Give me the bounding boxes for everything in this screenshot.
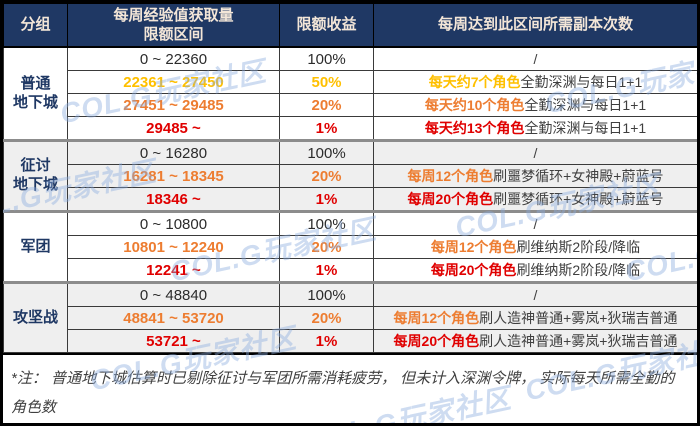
- range-cell: 10801 ~ 12240: [67, 235, 280, 259]
- character-count-highlight: 每周20个角色: [430, 262, 517, 278]
- character-count-highlight: 每周12个角色: [393, 310, 480, 326]
- requirement-text: /: [533, 287, 538, 303]
- range-cell: 22361 ~ 27450: [67, 70, 280, 94]
- table-row: 22361 ~ 27450 50% 每天约7个角色全勤深渊与每日1+1: [4, 70, 697, 94]
- requirement-cell: 每天约7个角色全勤深渊与每日1+1: [373, 70, 697, 94]
- rate-cell: 20%: [279, 164, 374, 188]
- range-cell: 29485 ~: [67, 116, 280, 141]
- header-times: 每周达到此区间所需副本次数: [373, 3, 697, 48]
- table-row: 10801 ~ 12240 20% 每周12个角色刷维纳斯2阶段/降临: [4, 235, 697, 259]
- requirement-cell: /: [373, 281, 697, 307]
- rate-cell: 1%: [279, 258, 374, 283]
- rate-cell: 20%: [279, 306, 374, 330]
- table-row: 攻坚战 0 ~ 48840 100% /: [3, 281, 697, 353]
- rate-cell: 50%: [279, 70, 374, 94]
- table-row: 27451 ~ 29485 20% 每天约10个角色全勤深渊与每日1+1: [4, 93, 697, 117]
- table-row: 18346 ~ 1% 每周20个角色刷噩梦循环+女神殿+蔚蓝号: [4, 187, 697, 212]
- range-cell: 0 ~ 22360: [67, 46, 280, 71]
- requirement-cell: 每周20个角色刷人造神普通+雾岚+狄瑞吉普通: [373, 329, 697, 353]
- character-count-highlight: 每周20个角色: [393, 333, 480, 349]
- requirement-text: 全勤深渊与每日1+1: [520, 74, 643, 90]
- range-cell: 48841 ~ 53720: [67, 306, 280, 330]
- range-cell: 53721 ~: [67, 329, 280, 353]
- requirement-cell: /: [373, 210, 697, 236]
- group-label-conquest-dungeon: 征讨 地下城: [3, 139, 68, 212]
- weekly-exp-limit-table: 分组 每周经验值获取量 限额区间 限额收益 每周达到此区间所需副本次数 普通 地…: [3, 3, 697, 353]
- character-count-highlight: 每周12个角色: [430, 239, 517, 255]
- range-cell: 0 ~ 10800: [67, 210, 280, 236]
- header-rate: 限额收益: [279, 3, 374, 48]
- rate-cell: 100%: [279, 46, 374, 71]
- group-label-legion: 军团: [3, 210, 68, 283]
- table-row: 征讨 地下城 0 ~ 16280 100% /: [3, 139, 697, 212]
- range-cell: 16281 ~ 18345: [67, 164, 280, 188]
- requirement-text: 刷维纳斯2阶段/降临: [516, 239, 641, 255]
- footnote-line1: *注： 普通地下城估算时已剔除征讨与军团所需消耗疲劳， 但未计入深渊令牌， 实际…: [11, 370, 675, 417]
- requirement-text: 全勤深渊与每日1+1: [524, 97, 647, 113]
- range-cell: 0 ~ 16280: [67, 139, 280, 165]
- table-row: 军团 0 ~ 10800 100% /: [3, 210, 697, 283]
- table-row: 48841 ~ 53720 20% 每周12个角色刷人造神普通+雾岚+狄瑞吉普通: [4, 306, 697, 330]
- rate-cell: 100%: [279, 139, 374, 165]
- rate-cell: 1%: [279, 187, 374, 212]
- table-row: 普通 地下城 0 ~ 22360 100% /: [3, 46, 697, 141]
- requirement-cell: 每周12个角色刷噩梦循环+女神殿+蔚蓝号: [373, 164, 697, 188]
- requirement-cell: 每周20个角色刷维纳斯2阶段/降临: [373, 258, 697, 283]
- character-count-highlight: 每周12个角色: [407, 168, 494, 184]
- rate-cell: 100%: [279, 210, 374, 236]
- requirement-cell: 每周12个角色刷维纳斯2阶段/降临: [373, 235, 697, 259]
- requirement-cell: 每周20个角色刷噩梦循环+女神殿+蔚蓝号: [373, 187, 697, 212]
- requirement-text: /: [533, 145, 538, 161]
- group-label-normal-dungeon: 普通 地下城: [3, 46, 68, 141]
- character-count-highlight: 每天约13个角色: [424, 120, 525, 136]
- requirement-text: 刷人造神普通+雾岚+狄瑞吉普通: [479, 310, 678, 326]
- table-row: 16281 ~ 18345 20% 每周12个角色刷噩梦循环+女神殿+蔚蓝号: [4, 164, 697, 188]
- group-label-raid: 攻坚战: [3, 281, 68, 353]
- requirement-text: /: [533, 216, 538, 232]
- range-cell: 27451 ~ 29485: [67, 93, 280, 117]
- requirement-text: 刷人造神普通+雾岚+狄瑞吉普通: [479, 333, 678, 349]
- character-count-highlight: 每周20个角色: [407, 191, 494, 207]
- header-group: 分组: [3, 3, 68, 48]
- requirement-text: 刷噩梦循环+女神殿+蔚蓝号: [493, 168, 664, 184]
- requirement-cell: 每天约10个角色全勤深渊与每日1+1: [373, 93, 697, 117]
- table-row: 53721 ~ 1% 每周20个角色刷人造神普通+雾岚+狄瑞吉普通: [4, 329, 697, 353]
- rate-cell: 20%: [279, 93, 374, 117]
- requirement-text: /: [533, 51, 538, 67]
- requirement-cell: /: [373, 46, 697, 71]
- requirement-text: 刷噩梦循环+女神殿+蔚蓝号: [493, 191, 664, 207]
- table-row: 29485 ~ 1% 每天约13个角色全勤深渊与每日1+1: [4, 116, 697, 141]
- character-count-highlight: 每天约7个角色: [428, 74, 521, 90]
- range-cell: 18346 ~: [67, 187, 280, 212]
- rate-cell: 100%: [279, 281, 374, 307]
- range-cell: 12241 ~: [67, 258, 280, 283]
- header-range: 每周经验值获取量 限额区间: [67, 3, 280, 48]
- requirement-text: 刷维纳斯2阶段/降临: [516, 262, 641, 278]
- requirement-cell: 每天约13个角色全勤深渊与每日1+1: [373, 116, 697, 141]
- table-row: 12241 ~ 1% 每周20个角色刷维纳斯2阶段/降临: [4, 258, 697, 283]
- footnote: *注： 普通地下城估算时已剔除征讨与军团所需消耗疲劳， 但未计入深渊令牌， 实际…: [3, 353, 697, 423]
- rate-cell: 1%: [279, 116, 374, 141]
- rate-cell: 20%: [279, 235, 374, 259]
- requirement-text: 全勤深渊与每日1+1: [524, 120, 647, 136]
- requirement-cell: /: [373, 139, 697, 165]
- character-count-highlight: 每天约10个角色: [424, 97, 525, 113]
- header-row: 分组 每周经验值获取量 限额区间 限额收益 每周达到此区间所需副本次数: [3, 3, 697, 48]
- requirement-cell: 每周12个角色刷人造神普通+雾岚+狄瑞吉普通: [373, 306, 697, 330]
- rate-cell: 1%: [279, 329, 374, 353]
- range-cell: 0 ~ 48840: [67, 281, 280, 307]
